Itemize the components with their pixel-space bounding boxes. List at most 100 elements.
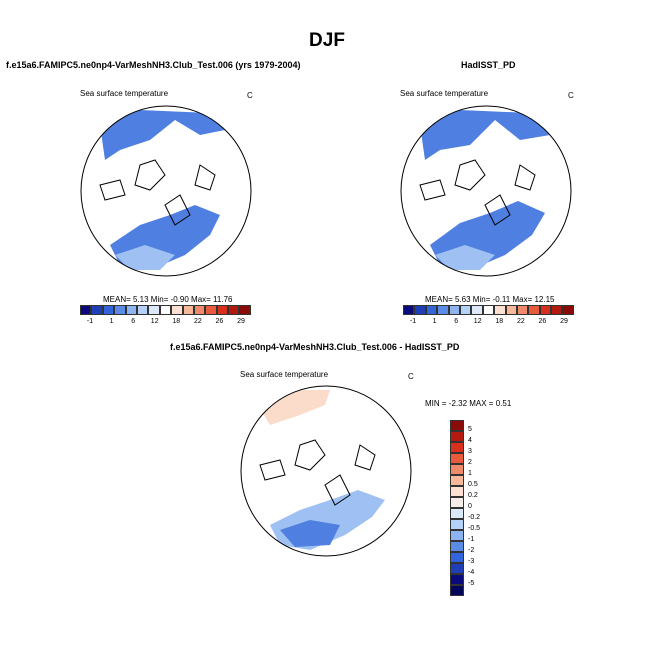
colorbar-swatch [450, 530, 464, 541]
colorbar-tick-label: 1 [468, 470, 472, 477]
colorbar-tick-label: -0.5 [468, 525, 481, 532]
colorbar-swatch [539, 305, 552, 315]
left-map-boundary [80, 105, 252, 277]
right-colorbar [403, 305, 574, 315]
panel-diff-title: f.e15a6.FAMIPC5.ne0np4-VarMeshNH3.Club_T… [170, 342, 460, 352]
colorbar-swatch [414, 305, 426, 315]
diff-map-boundary [240, 385, 412, 557]
colorbar-swatch [516, 305, 529, 315]
diff-stats: MIN = -2.32 MAX = 0.51 [425, 399, 512, 408]
colorbar-swatch [205, 305, 217, 315]
colorbar-swatch [437, 305, 449, 315]
colorbar-swatch [91, 305, 103, 315]
colorbar-swatch [216, 305, 229, 315]
colorbar-tick-label: -1 [409, 318, 417, 325]
left-map-variable: Sea surface temperature [80, 89, 169, 98]
colorbar-tick-label: 12 [150, 318, 159, 325]
colorbar-tick-label: -4 [468, 569, 475, 576]
colorbar-tick-label: -3 [468, 558, 475, 565]
left-colorbar [80, 305, 251, 315]
colorbar-swatch [450, 453, 464, 464]
colorbar-tick-label: 1 [432, 318, 437, 325]
diff-colorbar [450, 420, 464, 596]
colorbar-swatch [148, 305, 160, 315]
colorbar-tick-label: 0.2 [468, 492, 478, 499]
colorbar-swatch [102, 305, 115, 315]
colorbar-swatch [159, 305, 172, 315]
colorbar-swatch [450, 541, 464, 552]
colorbar-tick-label: 29 [560, 318, 568, 325]
colorbar-tick-label: 18 [495, 318, 504, 325]
colorbar-tick-label: 3 [468, 448, 472, 455]
colorbar-swatch [228, 305, 240, 315]
colorbar-tick-label: 0 [468, 503, 472, 510]
colorbar-swatch [450, 497, 464, 508]
colorbar-tick-label: 29 [237, 318, 245, 325]
colorbar-swatch [80, 305, 92, 315]
right-ocean-light [435, 245, 495, 270]
left-stats: MEAN= 5.13 Min= -0.90 Max= 11.76 [103, 295, 233, 304]
colorbar-tick-label: -2 [468, 547, 475, 554]
colorbar-swatch [239, 305, 251, 315]
colorbar-tick-label: 26 [538, 318, 547, 325]
colorbar-tick-label: 6 [131, 318, 136, 325]
colorbar-swatch [562, 305, 574, 315]
colorbar-tick-label: 0.5 [468, 481, 478, 488]
colorbar-swatch [471, 305, 483, 315]
diff-coastlines [259, 439, 376, 506]
diff-polar-map [240, 385, 412, 557]
panel-right-title: HadISST_PD [461, 60, 516, 70]
colorbar-tick-label: 5 [468, 426, 472, 433]
diff-map-units: C [408, 372, 414, 381]
diff-cooler-region [280, 520, 340, 547]
colorbar-swatch [450, 442, 464, 453]
left-coastlines [99, 159, 216, 226]
left-ocean-north [100, 110, 225, 160]
colorbar-swatch [505, 305, 517, 315]
colorbar-swatch [450, 585, 464, 596]
diff-map-variable: Sea surface temperature [240, 370, 329, 379]
colorbar-swatch [450, 508, 464, 519]
season-title: DJF [309, 30, 345, 51]
colorbar-tick-label: -5 [468, 580, 475, 587]
colorbar-swatch [450, 486, 464, 497]
colorbar-swatch [125, 305, 137, 315]
colorbar-swatch [450, 464, 464, 475]
right-ocean-north [420, 110, 550, 160]
right-coastlines [419, 159, 536, 226]
colorbar-swatch [450, 574, 464, 585]
colorbar-tick-label: 12 [473, 318, 482, 325]
colorbar-tick-label: 26 [215, 318, 224, 325]
colorbar-tick-label: 22 [193, 318, 202, 325]
right-map-units: C [568, 91, 574, 100]
colorbar-swatch [425, 305, 438, 315]
colorbar-swatch [450, 475, 464, 486]
colorbar-swatch [114, 305, 126, 315]
left-map-units: C [247, 91, 253, 100]
colorbar-tick-label: 4 [468, 437, 472, 444]
right-map-boundary [400, 105, 572, 277]
colorbar-swatch [450, 552, 464, 563]
colorbar-tick-label: -1 [86, 318, 94, 325]
colorbar-swatch [450, 431, 464, 442]
colorbar-tick-label: 1 [109, 318, 114, 325]
colorbar-tick-label: -1 [468, 536, 475, 543]
colorbar-swatch [482, 305, 495, 315]
left-polar-map [80, 105, 252, 277]
colorbar-swatch [494, 305, 506, 315]
colorbar-tick-label: 6 [454, 318, 459, 325]
left-ocean-light [115, 245, 175, 270]
colorbar-swatch [551, 305, 563, 315]
colorbar-swatch [450, 563, 464, 574]
colorbar-swatch [182, 305, 194, 315]
colorbar-tick-label: -0.2 [468, 514, 481, 521]
colorbar-swatch [450, 519, 464, 530]
colorbar-swatch [193, 305, 206, 315]
colorbar-swatch [450, 420, 464, 431]
right-polar-map [400, 105, 572, 277]
right-stats: MEAN= 5.63 Min= -0.11 Max= 12.15 [425, 295, 555, 304]
colorbar-swatch [136, 305, 149, 315]
panel-left-title: f.e15a6.FAMIPC5.ne0np4-VarMeshNH3.Club_T… [6, 60, 301, 70]
right-map-variable: Sea surface temperature [400, 89, 489, 98]
colorbar-swatch [171, 305, 183, 315]
